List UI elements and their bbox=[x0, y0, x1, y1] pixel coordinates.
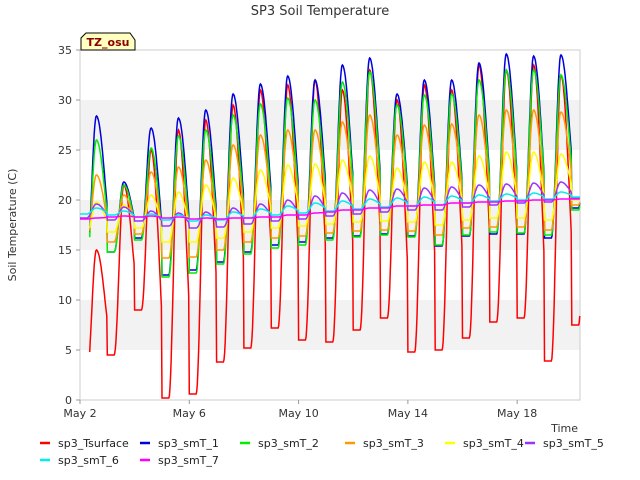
y-tick-label: 30 bbox=[58, 94, 72, 107]
x-axis: May 2 May 6 May 10 May 14 May 18 bbox=[63, 400, 537, 420]
site-tag-box bbox=[80, 32, 136, 51]
y-tick-label: 15 bbox=[58, 244, 72, 257]
y-axis: 0 5 10 15 20 25 30 35 bbox=[58, 44, 80, 407]
x-tick-label: May 14 bbox=[388, 407, 428, 420]
legend-label-sp3_smT_4: sp3_smT_4 bbox=[463, 437, 524, 450]
y-tick-label: 25 bbox=[58, 144, 72, 157]
legend-label-sp3_smT_6: sp3_smT_6 bbox=[58, 454, 119, 467]
y-axis-label: Soil Temperature (C) bbox=[6, 169, 19, 282]
legend-label-sp3_smT_5: sp3_smT_5 bbox=[543, 437, 604, 450]
x-tick-label: May 6 bbox=[173, 407, 206, 420]
shaded-bands bbox=[80, 100, 580, 350]
series-line-sp3_smT_7 bbox=[80, 198, 580, 220]
series-line-sp3_smT_5 bbox=[80, 181, 581, 229]
x-tick-label: May 18 bbox=[497, 407, 537, 420]
series-line-sp3_smT_4 bbox=[88, 151, 581, 243]
plot-area-border bbox=[79, 49, 581, 401]
chart-title: SP3 Soil Temperature bbox=[251, 4, 389, 19]
legend-label-sp3_smT_7: sp3_smT_7 bbox=[158, 454, 219, 467]
legend-label-sp3_smT_2: sp3_smT_2 bbox=[258, 437, 319, 450]
legend-label-sp3_smT_3: sp3_smT_3 bbox=[363, 437, 424, 450]
x-axis-label: Time bbox=[550, 422, 578, 435]
shaded-band-2 bbox=[80, 100, 580, 150]
y-tick-label: 5 bbox=[65, 344, 72, 357]
series-line-sp3_Tsurface bbox=[88, 63, 581, 399]
x-tick-label: May 10 bbox=[278, 407, 318, 420]
plot-lines bbox=[80, 52, 581, 399]
legend: sp3_Tsurface sp3_smT_1 sp3_smT_2 sp3_smT_3 s… bbox=[40, 437, 604, 467]
y-tick-label: 20 bbox=[58, 194, 72, 207]
legend-label-sp3_smT_1: sp3_smT_1 bbox=[158, 437, 219, 450]
shaded-band-1 bbox=[80, 200, 580, 250]
site-tag-label: TZ_osu bbox=[87, 36, 130, 49]
series-line-sp3_smT_6 bbox=[80, 191, 581, 222]
legend-label-sp3_Tsurface: sp3_Tsurface bbox=[58, 437, 129, 450]
x-tick-label: May 2 bbox=[63, 407, 96, 420]
y-tick-label: 10 bbox=[58, 294, 72, 307]
site-tag: TZ_osu bbox=[80, 32, 136, 51]
y-tick-label: 0 bbox=[65, 394, 72, 407]
y-tick-label: 35 bbox=[58, 44, 72, 57]
